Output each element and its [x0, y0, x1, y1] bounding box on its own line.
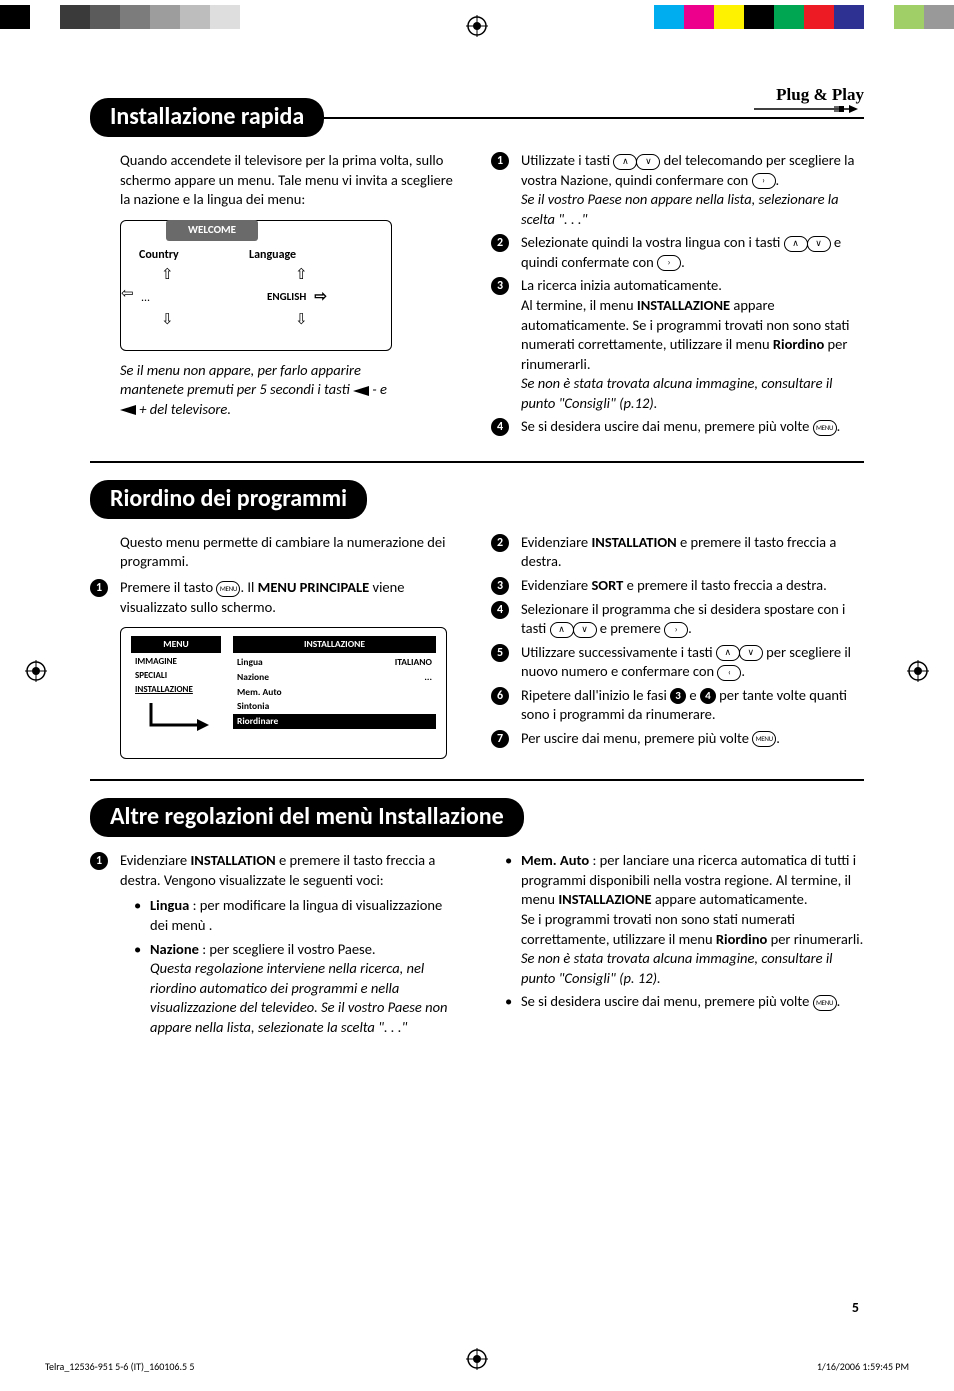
s2-intro: Questo menu permette di cambiare la nume…	[90, 533, 463, 572]
s2-step-3: 3 Evidenziare SORT e premere il tasto fr…	[491, 576, 864, 596]
menu-left-item: INSTALLAZIONE	[131, 683, 221, 697]
plug-and-play-logo: Plug & Play	[754, 85, 864, 124]
country-label: Country	[139, 247, 249, 263]
s3-bullet-exit: Se si desidera uscire dai menu, premere …	[491, 992, 864, 1012]
s1-step-2: 2 Selezionate quindi la vostra lingua co…	[491, 233, 864, 272]
s3-bullet-lingua: Lingua : per modificare la lingua di vis…	[120, 896, 463, 935]
up-down-icon: ∧∨	[550, 622, 597, 638]
menu-header: MENU	[131, 636, 221, 653]
s3-step-1: 1 Evidenziare INSTALLATION e premere il …	[90, 851, 463, 1037]
menu-right-row: Nazione...	[233, 670, 436, 685]
section-2-title: Riordino dei programmi	[90, 480, 367, 519]
s2-step-5: 5 Utilizzare successivamente i tasti ∧∨ …	[491, 643, 864, 682]
s2-step-1: 1 Premere il tasto MENU. Il MENU PRINCIP…	[90, 578, 463, 617]
section-quick-install-header: Installazione rapida	[90, 98, 864, 137]
menu-right-row: Riordinare	[233, 714, 436, 729]
arrow-down-icon: ⇩	[161, 311, 174, 329]
menu-left-item: SPECIALI	[131, 669, 221, 683]
menu-button-icon: MENU	[216, 581, 240, 597]
s2-step-4: 4 Selezionare il programma che si deside…	[491, 600, 864, 639]
up-down-icon: ∧∨	[784, 236, 831, 252]
language-current: ENGLISH	[267, 290, 306, 305]
installation-menu-diagram: MENU IMMAGINESPECIALIINSTALLAZIONE INSTA…	[120, 627, 447, 759]
menu-right-row: LinguaITALIANO	[233, 655, 436, 670]
arrow-down-icon: ⇩	[295, 311, 308, 329]
arrow-right-icon: ⇨	[314, 290, 327, 305]
arrow-up-icon: ⇧	[161, 266, 174, 284]
menu-right-row: Mem. Auto	[233, 685, 436, 700]
footer-filename: Telra_12536-951 5-6 (IT)_160106.5 5	[45, 1360, 194, 1373]
right-icon: ›	[664, 622, 688, 638]
page-number: 5	[852, 1299, 859, 1316]
s1-step-4: 4 Se si desidera uscire dai menu, premer…	[491, 417, 864, 437]
menu-right-row: Sintonia	[233, 699, 436, 714]
language-label: Language	[249, 247, 373, 263]
right-icon: ›	[657, 255, 681, 271]
menu-button-icon: MENU	[813, 420, 837, 436]
menu-button-icon: MENU	[813, 995, 837, 1011]
menu-button-icon: MENU	[752, 731, 776, 747]
s1-step-1: 1 Utilizzate i tasti ∧∨ del telecomando …	[491, 151, 864, 229]
arrow-left-icon: ⇦	[121, 287, 134, 302]
s2-step-7: 7 Per uscire dai menu, premere più volte…	[491, 729, 864, 749]
s2-step-2: 2 Evidenziare INSTALLATION e premere il …	[491, 533, 864, 572]
s2-step-6: 6 Ripetere dall'inizio le fasi 3 e 4 per…	[491, 686, 864, 725]
section-reorder-header: Riordino dei programmi	[90, 480, 864, 519]
crop-mark-bottom	[466, 1348, 488, 1375]
arrow-up-icon: ⇧	[295, 266, 308, 284]
s1-intro: Quando accendete il televisore per la pr…	[90, 151, 463, 210]
section-other-settings-header: Altre regolazioni del menù Installazione	[90, 798, 864, 837]
section-3-title: Altre regolazioni del menù Installazione	[90, 798, 524, 837]
volume-minus-icon	[353, 386, 369, 396]
right-icon: ›	[752, 173, 776, 189]
left-icon: ‹	[717, 665, 741, 681]
s1-step-3: 3 La ricerca inizia automaticamente. Al …	[491, 276, 864, 413]
s1-tv-note: Se il menu non appare, per farlo apparir…	[90, 361, 463, 420]
s3-bullet-nazione: Nazione : per scegliere il vostro Paese.…	[120, 940, 463, 1038]
install-header: INSTALLAZIONE	[233, 636, 436, 653]
menu-arrow-icon	[131, 703, 211, 737]
section-1-title: Installazione rapida	[90, 98, 324, 137]
menu-left-item: IMMAGINE	[131, 655, 221, 669]
welcome-screen-diagram: WELCOME Country Language ⇧ ⇧ ⇦ ... ENGLI…	[120, 220, 392, 351]
country-current: ...	[141, 290, 150, 306]
up-down-icon: ∧∨	[716, 645, 763, 661]
s3-bullet-memauto: Mem. Auto : per lanciare una ricerca aut…	[491, 851, 864, 988]
volume-plus-icon	[120, 405, 136, 415]
up-down-icon: ∧∨	[613, 154, 660, 170]
footer-timestamp: 1/16/2006 1:59:45 PM	[817, 1360, 909, 1373]
welcome-tab: WELCOME	[166, 220, 258, 241]
